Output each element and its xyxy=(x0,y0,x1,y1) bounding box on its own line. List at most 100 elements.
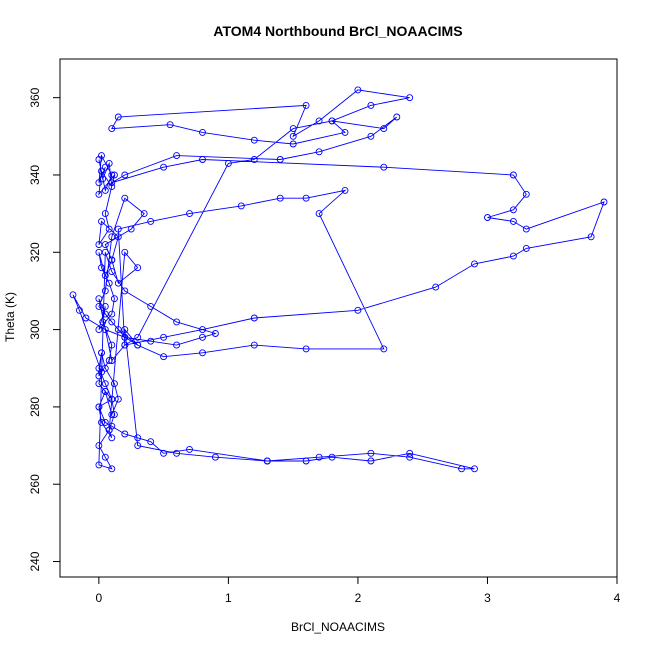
data-point xyxy=(101,380,109,388)
data-point xyxy=(341,128,349,136)
data-point xyxy=(95,461,103,469)
plot-area-frame xyxy=(59,58,618,578)
data-point xyxy=(114,233,122,241)
data-point xyxy=(509,206,517,214)
data-point xyxy=(509,217,517,225)
data-point xyxy=(110,171,118,179)
series-line xyxy=(72,89,605,470)
y-tick-label: 240 xyxy=(28,551,42,571)
data-point xyxy=(121,194,129,202)
data-point xyxy=(250,136,258,144)
data-point xyxy=(522,225,530,233)
data-point xyxy=(110,411,118,419)
data-point xyxy=(315,148,323,156)
data-point xyxy=(147,438,155,446)
data-point xyxy=(160,449,168,457)
data-point xyxy=(302,457,310,465)
data-point xyxy=(173,318,181,326)
data-point xyxy=(250,314,258,322)
data-point xyxy=(367,457,375,465)
data-point xyxy=(114,395,122,403)
data-point xyxy=(108,395,116,403)
data-point xyxy=(134,341,142,349)
data-point xyxy=(134,442,142,450)
data-point xyxy=(121,430,129,438)
x-tick-label: 0 xyxy=(96,591,103,605)
data-point xyxy=(406,453,414,461)
data-point xyxy=(160,333,168,341)
data-point xyxy=(276,156,284,163)
data-point xyxy=(108,310,116,318)
data-point xyxy=(108,256,116,264)
data-point xyxy=(147,302,155,310)
data-point xyxy=(367,132,375,140)
data-point xyxy=(328,117,336,125)
data-point xyxy=(224,159,232,167)
data-point xyxy=(121,333,129,341)
data-point xyxy=(127,225,135,233)
data-point xyxy=(108,434,116,442)
data-point xyxy=(186,210,193,218)
data-point xyxy=(289,132,297,140)
data-point xyxy=(509,171,517,179)
data-point xyxy=(432,283,440,291)
data-point xyxy=(110,295,118,303)
x-tick-label: 3 xyxy=(484,591,491,605)
y-tick-label: 360 xyxy=(28,87,42,107)
data-point xyxy=(108,357,116,364)
data-point xyxy=(105,159,113,167)
data-point xyxy=(98,418,105,426)
data-point xyxy=(173,341,181,349)
data-point xyxy=(199,156,206,163)
data-point xyxy=(121,341,129,349)
data-point xyxy=(147,217,155,225)
data-point xyxy=(101,418,109,426)
data-point xyxy=(173,152,181,160)
data-point xyxy=(302,101,310,109)
data-point xyxy=(315,453,323,461)
data-point xyxy=(587,233,595,241)
data-point xyxy=(367,449,375,457)
data-point xyxy=(99,318,107,326)
data-point xyxy=(199,333,206,341)
data-point xyxy=(199,349,206,357)
data-point xyxy=(99,175,107,183)
data-point xyxy=(250,156,258,163)
data-point xyxy=(186,445,193,453)
data-point xyxy=(522,190,530,198)
data-point xyxy=(121,287,129,295)
x-tick-label: 4 xyxy=(614,591,621,605)
data-point xyxy=(134,333,142,341)
data-point xyxy=(114,279,122,287)
data-point xyxy=(105,225,113,233)
data-point xyxy=(147,337,155,345)
data-point xyxy=(69,291,77,299)
chart-title: ATOM4 Northbound BrCl_NOAACIMS xyxy=(213,23,462,39)
data-point xyxy=(98,217,105,225)
x-tick-label: 1 xyxy=(225,591,232,605)
data-point xyxy=(173,449,181,457)
data-point xyxy=(108,125,116,133)
data-point xyxy=(140,210,148,218)
data-point xyxy=(250,341,258,349)
data-point xyxy=(600,198,608,206)
data-point xyxy=(101,287,109,295)
data-point xyxy=(328,453,336,461)
data-point xyxy=(101,272,109,279)
data-point xyxy=(82,314,90,322)
data-point xyxy=(199,128,206,136)
y-axis: 240 260 280 300 320 340 360 xyxy=(28,87,61,572)
data-point xyxy=(108,171,116,179)
data-point xyxy=(406,449,414,457)
data-point xyxy=(160,353,168,361)
data-point xyxy=(108,268,116,276)
data-point xyxy=(121,171,129,179)
data-point xyxy=(101,310,109,318)
data-point xyxy=(75,306,83,314)
data-point xyxy=(101,326,109,334)
data-point xyxy=(95,179,103,187)
y-tick-label: 320 xyxy=(28,242,42,262)
data-point xyxy=(458,465,466,473)
y-tick-label: 280 xyxy=(28,397,42,417)
data-point xyxy=(160,163,168,171)
